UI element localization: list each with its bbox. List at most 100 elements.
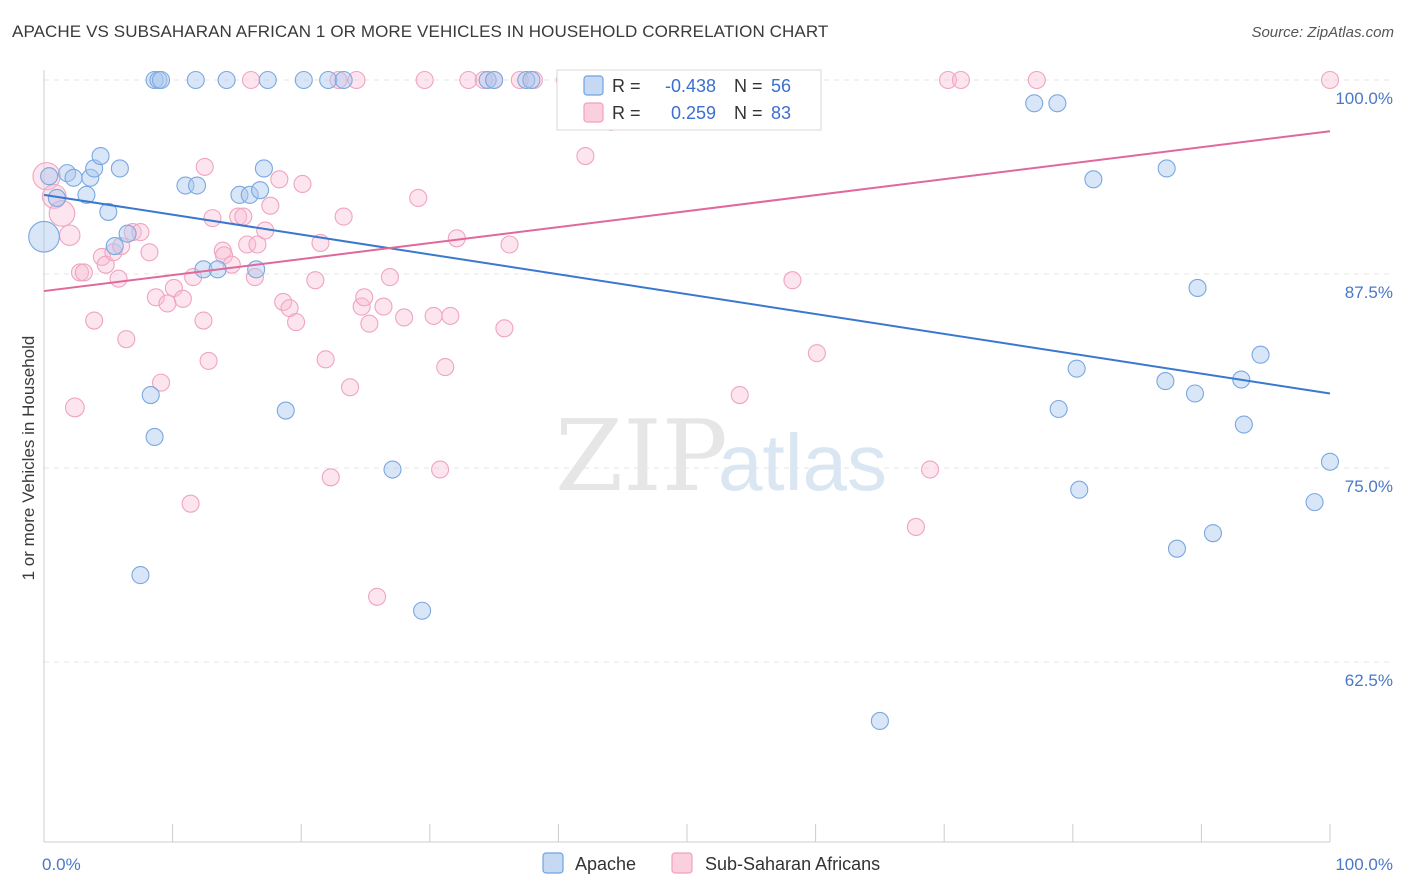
subsaharan-point-21 <box>173 289 192 308</box>
subsaharan-point-53 <box>355 288 374 307</box>
apache-point-37 <box>478 70 497 90</box>
subsaharan-point-27 <box>203 209 222 228</box>
subsaharan-point-82 <box>807 344 826 363</box>
watermark: ZIP atlas <box>555 400 887 514</box>
apache-point-0 <box>28 220 60 253</box>
apache-point-45 <box>1048 94 1067 113</box>
subsaharan-point-33 <box>238 235 257 254</box>
subsaharan-point-11 <box>109 269 128 288</box>
subsaharan-point-84 <box>921 460 940 479</box>
subsaharan-point-13 <box>117 330 136 349</box>
subsaharan-point-63 <box>436 358 455 377</box>
apache-point-18 <box>151 70 171 90</box>
subsaharan-r-value: 0.259 <box>671 103 716 123</box>
apache-point-31 <box>276 401 295 420</box>
y-tick-label-2: 75.0% <box>1345 477 1393 496</box>
apache-legend-label: Apache <box>575 854 636 874</box>
subsaharan-point-70 <box>500 235 519 254</box>
apache-point-11 <box>110 159 129 178</box>
subsaharan-point-49 <box>334 207 353 226</box>
subsaharan-point-69 <box>495 319 514 338</box>
apache-point-8 <box>91 146 110 166</box>
apache-r-value: -0.438 <box>665 76 716 96</box>
apache-point-49 <box>1084 170 1103 189</box>
apache-point-40 <box>522 70 541 90</box>
apache-point-59 <box>1305 493 1324 512</box>
subsaharan-legend-label: Sub-Saharan Africans <box>705 854 880 874</box>
apache-point-10 <box>105 237 124 256</box>
subsaharan-point-44 <box>306 271 325 290</box>
subsaharan-point-61 <box>424 306 443 325</box>
x-tick-labels: 0.0% 100.0% <box>42 855 1393 874</box>
subsaharan-point-3 <box>58 224 81 246</box>
apache-point-14 <box>141 385 160 405</box>
y-tick-labels: 100.0% 87.5% 75.0% 62.5% <box>1335 89 1393 690</box>
subsaharan-point-43 <box>293 174 312 194</box>
subsaharan-point-55 <box>368 587 387 606</box>
apache-bottom-swatch <box>542 852 564 874</box>
subsaharan-point-87 <box>1027 70 1046 90</box>
subsaharan-point-6 <box>74 263 93 282</box>
apache-point-33 <box>319 70 338 90</box>
trend-lines <box>43 130 1331 395</box>
subsaharan-n-label: N = <box>734 103 763 123</box>
apache-point-12 <box>118 224 137 243</box>
apache-point-4 <box>64 168 83 187</box>
subsaharan-point-35 <box>245 268 264 287</box>
subsaharan-point-58 <box>395 308 414 327</box>
apache-point-6 <box>81 168 100 187</box>
apache-point-35 <box>383 460 402 479</box>
apache-point-26 <box>240 185 259 204</box>
apache-point-60 <box>1320 452 1340 471</box>
apache-point-9 <box>99 202 118 221</box>
subsaharan-point-24 <box>194 311 213 330</box>
apache-point-25 <box>230 185 249 204</box>
apache-point-34 <box>334 70 353 90</box>
apache-point-53 <box>1185 384 1205 403</box>
subsaharan-point-42 <box>287 313 306 332</box>
apache-r-label: R = <box>612 76 641 96</box>
subsaharan-n-value: 83 <box>771 103 791 123</box>
watermark-atlas: atlas <box>718 418 887 507</box>
apache-n-label: N = <box>734 76 763 96</box>
subsaharan-point-16 <box>140 243 159 262</box>
subsaharan-point-79 <box>730 385 749 405</box>
apache-points <box>28 70 1340 730</box>
apache-point-13 <box>131 566 150 585</box>
y-tick-label-1: 87.5% <box>1345 283 1393 302</box>
apache-point-29 <box>254 159 273 178</box>
subsaharan-point-17 <box>146 288 165 307</box>
subsaharan-point-57 <box>380 268 399 287</box>
subsaharan-point-86 <box>951 70 970 90</box>
subsaharan-point-2 <box>48 200 76 227</box>
chart-title: APACHE VS SUBSAHARAN AFRICAN 1 OR MORE V… <box>12 22 829 41</box>
subsaharan-point-46 <box>316 350 335 369</box>
apache-point-28 <box>250 181 270 200</box>
correlation-legend: R = -0.438 N = 56 R = 0.259 N = 83 <box>556 69 822 131</box>
subsaharan-point-5 <box>70 263 90 282</box>
apache-point-52 <box>1167 539 1187 558</box>
y-tick-label-3: 62.5% <box>1345 671 1393 690</box>
subsaharan-point-67 <box>474 70 493 90</box>
subsaharan-point-54 <box>360 314 379 333</box>
subsaharan-point-80 <box>783 271 802 290</box>
apache-point-58 <box>1251 345 1270 364</box>
subsaharan-point-32 <box>234 207 253 226</box>
apache-point-48 <box>1070 480 1089 499</box>
apache-point-50 <box>1156 372 1175 391</box>
subsaharan-point-64 <box>441 306 460 325</box>
apache-point-44 <box>1025 94 1044 113</box>
subsaharan-point-48 <box>329 70 348 90</box>
subsaharan-points <box>32 70 1340 606</box>
apache-legend-swatch <box>583 75 604 96</box>
subsaharan-point-85 <box>939 70 958 90</box>
apache-point-24 <box>217 70 236 90</box>
apache-point-3 <box>58 164 77 183</box>
subsaharan-point-51 <box>347 70 366 90</box>
subsaharan-trend-line <box>43 130 1331 293</box>
apache-point-51 <box>1157 159 1176 178</box>
apache-point-47 <box>1067 359 1086 378</box>
watermark-zip: ZIP <box>555 400 728 514</box>
apache-point-55 <box>1203 524 1223 543</box>
